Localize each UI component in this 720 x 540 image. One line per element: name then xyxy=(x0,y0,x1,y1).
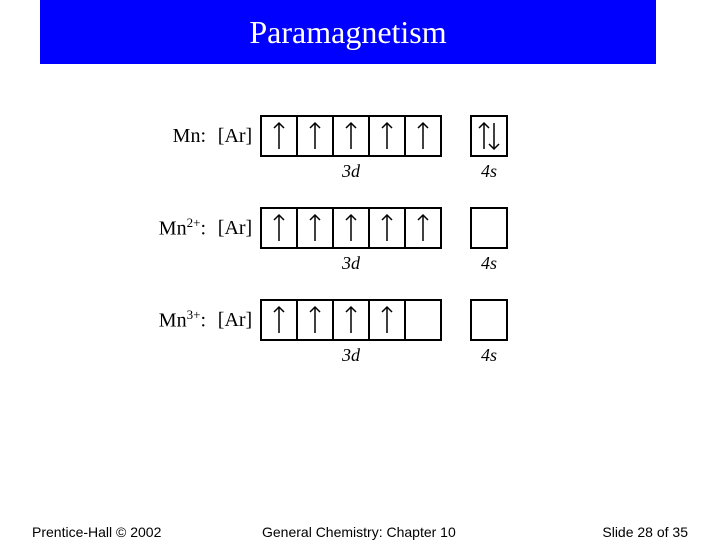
3d-orbitals xyxy=(260,115,442,157)
orbital-box xyxy=(368,115,406,157)
config-row: Mn3+:[Ar] xyxy=(132,299,508,341)
4s-orbitals xyxy=(470,115,508,157)
orbital-box xyxy=(404,207,442,249)
4s-orbitals xyxy=(470,207,508,249)
orbital-box xyxy=(470,207,508,249)
orbital-box xyxy=(260,115,298,157)
orbital-box xyxy=(368,299,406,341)
sublabel-3d: 3d xyxy=(260,253,442,274)
sublabel-row: 3d 4s xyxy=(132,345,508,366)
title-bar: Paramagnetism xyxy=(40,0,656,64)
sublabel-4s: 4s xyxy=(470,161,508,182)
3d-orbitals xyxy=(260,207,442,249)
sublabel-4s: 4s xyxy=(470,345,508,366)
footer-center: General Chemistry: Chapter 10 xyxy=(262,524,456,540)
footer-left: Prentice-Hall © 2002 xyxy=(32,524,161,540)
orbital-box xyxy=(296,207,334,249)
orbital-box xyxy=(404,115,442,157)
orbital-box xyxy=(332,299,370,341)
sublabel-3d: 3d xyxy=(260,161,442,182)
species-label: Mn2+: xyxy=(132,215,210,241)
slide-title: Paramagnetism xyxy=(249,14,446,51)
orbital-box xyxy=(332,115,370,157)
orbital-box xyxy=(332,207,370,249)
orbital-box xyxy=(470,299,508,341)
sublabel-3d: 3d xyxy=(260,345,442,366)
core-label: [Ar] xyxy=(210,125,260,148)
3d-orbitals xyxy=(260,299,442,341)
4s-orbitals xyxy=(470,299,508,341)
core-label: [Ar] xyxy=(210,217,260,240)
orbital-box xyxy=(296,299,334,341)
config-row: Mn:[Ar] xyxy=(132,115,508,157)
slide: Paramagnetism Mn:[Ar]3d4sMn2+:[Ar]3d4sMn… xyxy=(0,0,720,540)
electron-config-diagram: Mn:[Ar]3d4sMn2+:[Ar]3d4sMn3+:[Ar]3d4s xyxy=(132,115,508,391)
sublabel-row: 3d 4s xyxy=(132,161,508,182)
orbital-box xyxy=(368,207,406,249)
orbital-box xyxy=(260,207,298,249)
sublabel-4s: 4s xyxy=(470,253,508,274)
orbital-box xyxy=(404,299,442,341)
core-label: [Ar] xyxy=(210,309,260,332)
footer-right: Slide 28 of 35 xyxy=(602,524,688,540)
species-label: Mn: xyxy=(132,125,210,148)
species-label: Mn3+: xyxy=(132,307,210,333)
sublabel-row: 3d 4s xyxy=(132,253,508,274)
orbital-box xyxy=(260,299,298,341)
config-row: Mn2+:[Ar] xyxy=(132,207,508,249)
orbital-box xyxy=(470,115,508,157)
orbital-box xyxy=(296,115,334,157)
